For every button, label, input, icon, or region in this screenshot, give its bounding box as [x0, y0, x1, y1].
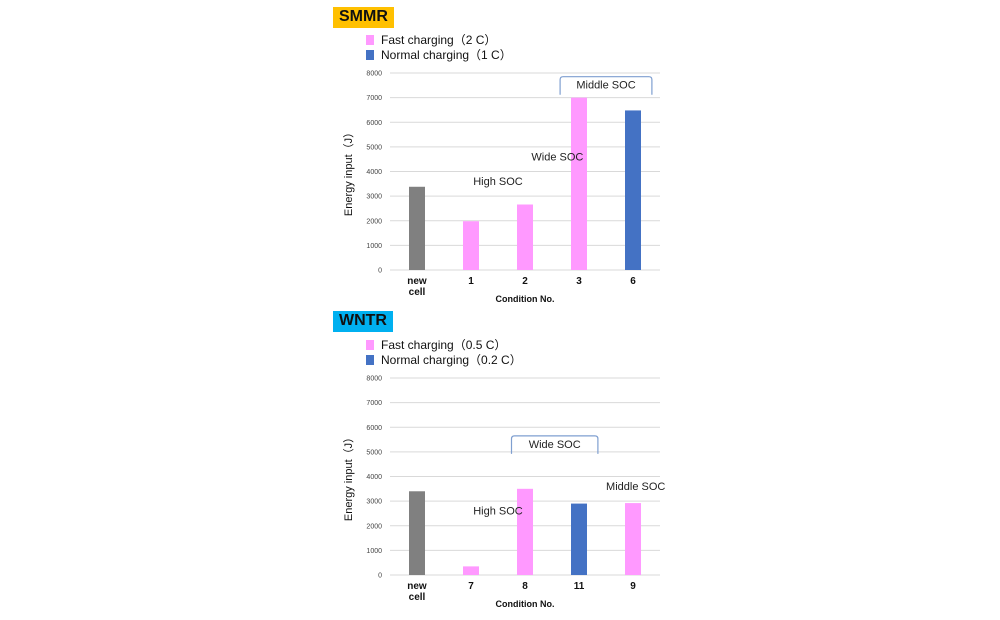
x-tick-label: new	[407, 276, 427, 287]
x-axis-title: Condition No.	[496, 294, 555, 304]
x-tick-label: 2	[522, 276, 528, 287]
y-axis-title: Energy input（J）	[342, 432, 355, 521]
bar	[409, 186, 425, 270]
y-tick-label: 8000	[366, 71, 382, 78]
legend-item-fast: Fast charging（2 C）	[366, 32, 512, 47]
bar	[625, 110, 641, 271]
y-tick-label: 5000	[366, 144, 382, 151]
bar	[571, 97, 587, 270]
bracket-line	[559, 76, 653, 95]
bar	[517, 488, 533, 575]
y-tick-label: 2000	[366, 523, 382, 530]
x-tick-label: 3	[576, 276, 582, 287]
y-tick-label: 7000	[366, 95, 382, 102]
y-tick-label: 3000	[366, 194, 382, 201]
bar	[625, 503, 641, 575]
x-tick-label: 7	[468, 581, 474, 592]
wntr-badge: WNTR	[333, 311, 393, 332]
annotation-label: Wide SOC	[531, 151, 583, 163]
x-tick-label: 6	[630, 276, 636, 287]
bar	[409, 491, 425, 575]
bar	[463, 221, 479, 270]
y-tick-label: 0	[378, 268, 382, 275]
legend-label-normal: Normal charging（0.2 C）	[381, 353, 522, 367]
smmr-panel: SMMR Fast charging（2 C） Normal charging（…	[330, 0, 670, 310]
y-tick-label: 0	[378, 573, 382, 580]
legend-item-normal: Normal charging（1 C）	[366, 47, 512, 62]
smmr-bar-chart: 0 1000 2000 3000 4000 5000 6000 7000 8000 Energy …	[342, 71, 660, 304]
legend-label-fast: Fast charging（2 C）	[381, 33, 497, 47]
y-tick-label: 7000	[366, 400, 382, 407]
x-tick-label: 11	[574, 581, 585, 592]
annotation-label: Middle SOC	[606, 481, 665, 493]
legend-item-fast: Fast charging（0.5 C）	[366, 337, 522, 352]
y-tick-label: 1000	[366, 243, 382, 250]
annotation-label: High SOC	[473, 506, 523, 518]
bar	[463, 566, 479, 575]
legend-swatch-normal	[366, 49, 374, 60]
wntr-panel: WNTR Fast charging（0.5 C） Normal chargin…	[330, 305, 670, 620]
smmr-badge: SMMR	[333, 7, 394, 28]
x-tick-label: 1	[468, 276, 474, 287]
x-tick-label: 9	[630, 581, 636, 592]
x-tick-label: 8	[522, 581, 528, 592]
x-axis-title: Condition No.	[496, 599, 555, 609]
legend-item-normal: Normal charging（0.2 C）	[366, 352, 522, 367]
legend-swatch-fast	[366, 339, 374, 350]
bar	[517, 204, 533, 270]
y-tick-label: 5000	[366, 449, 382, 456]
legend-swatch-normal	[366, 354, 374, 365]
y-tick-label: 8000	[366, 376, 382, 383]
bracket-label: Wide SOC	[529, 439, 581, 451]
wntr-legend: Fast charging（0.5 C） Normal charging（0.2…	[366, 337, 522, 367]
bracket-label: Middle SOC	[576, 80, 635, 92]
x-tick-label: cell	[409, 287, 426, 298]
y-axis-title: Energy input（J）	[342, 127, 355, 216]
y-tick-label: 1000	[366, 548, 382, 555]
legend-swatch-fast	[366, 34, 374, 45]
x-tick-label: cell	[409, 592, 426, 603]
x-tick-label: new	[407, 581, 427, 592]
y-tick-label: 6000	[366, 425, 382, 432]
y-tick-label: 4000	[366, 474, 382, 481]
legend-label-fast: Fast charging（0.5 C）	[381, 338, 507, 352]
y-tick-label: 6000	[366, 120, 382, 127]
bar	[571, 503, 587, 575]
annotation-label: High SOC	[473, 176, 523, 188]
smmr-legend: Fast charging（2 C） Normal charging（1 C）	[366, 32, 512, 62]
wntr-bar-chart: 0 1000 2000 3000 4000 5000 6000 7000 8000 Energy …	[342, 376, 665, 610]
y-tick-label: 3000	[366, 499, 382, 506]
y-tick-label: 2000	[366, 218, 382, 225]
y-tick-label: 4000	[366, 169, 382, 176]
legend-label-normal: Normal charging（1 C）	[381, 48, 512, 62]
bracket-line	[510, 435, 599, 454]
